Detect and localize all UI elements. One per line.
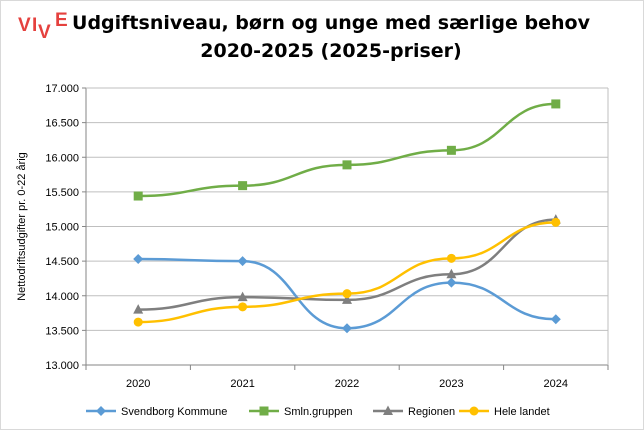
data-point — [446, 253, 456, 263]
legend-label: Smln.gruppen — [284, 406, 353, 418]
vive-logo: VIVE — [18, 11, 68, 41]
series-line — [138, 221, 556, 324]
chart-title: Udgiftsniveau, børn og unge med særlige … — [71, 9, 591, 65]
chart-title-line1: Udgiftsniveau, børn og unge med særlige … — [72, 12, 590, 34]
y-axis-label: Nettodriftsudgifter pr. 0-22 årig — [16, 152, 28, 301]
y-tick-label: 13.000 — [45, 360, 79, 372]
y-tick-label: 17.000 — [45, 83, 79, 95]
series-line — [138, 102, 556, 198]
data-point — [550, 314, 561, 325]
legend-marker — [469, 406, 479, 416]
legend-label: Svendborg Kommune — [121, 406, 227, 418]
legend: Svendborg Kommune Smln.gruppen Regionen Hel… — [86, 405, 550, 418]
data-point — [551, 99, 561, 109]
data-point — [551, 217, 561, 227]
chart-title-line2: 2020-2025 (2025-priser) — [200, 40, 462, 62]
y-tick-label: 15.000 — [45, 222, 79, 234]
series-regionen — [133, 214, 561, 314]
legend-label: Hele landet — [494, 406, 550, 418]
vive-logo-text: VIVE — [18, 11, 68, 41]
x-tick-labels: 2020 2021 2022 2023 2024 — [126, 378, 568, 390]
data-point — [133, 191, 143, 201]
y-tick-label: 16.500 — [45, 118, 79, 130]
data-point — [342, 160, 352, 170]
y-tick-labels: 13.000 13.500 14.000 14.500 15.000 15.500 16.0… — [45, 83, 79, 372]
series-svendborg-kommune — [133, 254, 561, 334]
y-tick-label: 14.500 — [45, 256, 79, 268]
y-tick-label: 13.500 — [45, 325, 79, 337]
x-tick-label: 2022 — [335, 378, 359, 390]
data-point — [446, 268, 457, 279]
data-point — [237, 256, 248, 267]
data-point — [238, 181, 248, 191]
x-tick-label: 2023 — [439, 378, 463, 390]
y-tick-label: 16.000 — [45, 152, 79, 164]
data-point — [133, 304, 144, 314]
series-hele-landet — [133, 217, 561, 327]
legend-marker — [96, 406, 106, 416]
axes — [82, 87, 609, 370]
data-point — [446, 277, 457, 288]
x-tick-label: 2021 — [230, 378, 254, 390]
data-point — [237, 291, 248, 302]
data-point — [133, 317, 143, 327]
x-tick-label: 2024 — [544, 378, 568, 390]
series-group — [133, 99, 561, 334]
data-point — [342, 323, 352, 334]
data-point — [238, 302, 248, 312]
data-point — [446, 145, 456, 155]
series-smln-gruppen — [133, 99, 561, 201]
data-point — [342, 294, 352, 304]
data-point — [342, 289, 352, 299]
series-line — [138, 218, 556, 311]
legend-marker — [383, 405, 393, 415]
x-tick-label: 2020 — [126, 378, 150, 390]
legend-marker — [259, 406, 269, 416]
y-tick-label: 15.500 — [45, 187, 79, 199]
y-tick-label: 14.000 — [45, 291, 79, 303]
data-point — [133, 254, 144, 265]
legend-label: Regionen — [408, 406, 455, 418]
